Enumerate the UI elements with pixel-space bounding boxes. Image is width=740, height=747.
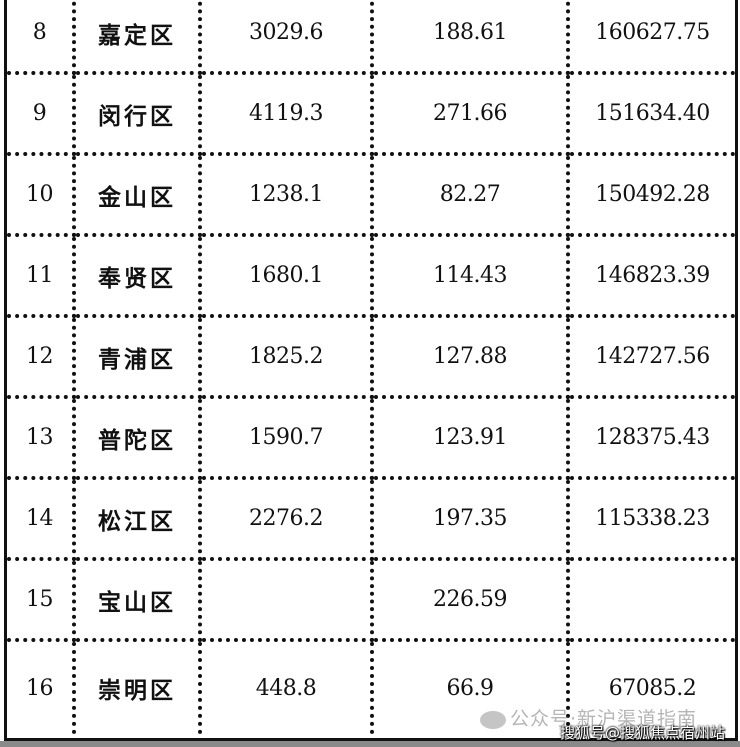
value-cell-5: 150492.28 (568, 154, 735, 237)
table-row: 16 崇明区 448.8 66.9 67085.2 (7, 640, 735, 734)
value-cell-3 (200, 559, 374, 642)
wechat-watermark-text: 公众号·新沪渠道指南 (510, 708, 698, 730)
rank-cell: 16 (7, 640, 76, 734)
rank-cell: 9 (7, 73, 76, 156)
value-cell-4: 82.27 (372, 154, 570, 237)
rank-cell: 14 (7, 478, 76, 561)
district-cell: 宝山区 (74, 559, 202, 642)
table-row: 11 奉贤区 1680.1 114.43 146823.39 (7, 235, 735, 318)
table-row: 8 嘉定区 3029.6 188.61 160627.75 (7, 0, 735, 75)
value-cell-4: 114.43 (372, 235, 570, 318)
district-cell: 青浦区 (74, 316, 202, 399)
value-cell-5: 67085.2 (608, 675, 697, 701)
value-cell-3: 3029.6 (200, 0, 374, 75)
table-row: 12 青浦区 1825.2 127.88 142727.56 (7, 316, 735, 399)
bottom-edge (0, 741, 740, 747)
value-cell-4: 271.66 (372, 73, 570, 156)
value-cell-4: 127.88 (372, 316, 570, 399)
value-cell-5: 115338.23 (568, 478, 735, 561)
value-cell-5: 146823.39 (568, 235, 735, 318)
rank-cell: 13 (7, 397, 76, 480)
district-cell: 金山区 (74, 154, 202, 237)
district-cell: 崇明区 (74, 640, 202, 734)
table-frame (4, 0, 738, 741)
rank-cell: 15 (7, 559, 76, 642)
rank-cell: 8 (7, 0, 76, 75)
value-cell-3: 4119.3 (200, 73, 374, 156)
table-row: 9 闵行区 4119.3 271.66 151634.40 (7, 73, 735, 156)
sohu-watermark: 搜狐号@搜狐焦点宿州站 (560, 724, 726, 742)
district-cell: 普陀区 (74, 397, 202, 480)
value-cell-4: 188.61 (372, 0, 570, 75)
value-cell-3: 448.8 (200, 640, 374, 734)
rank-cell: 11 (7, 235, 76, 318)
value-cell-4: 226.59 (372, 559, 570, 642)
value-cell-5: 142727.56 (568, 316, 735, 399)
value-cell-3: 1825.2 (200, 316, 374, 399)
district-cell: 松江区 (74, 478, 202, 561)
value-cell-5: 160627.75 (568, 0, 735, 75)
district-cell: 奉贤区 (74, 235, 202, 318)
wechat-watermark: 公众号·新沪渠道指南 (480, 704, 697, 731)
value-cell-4: 123.91 (372, 397, 570, 480)
value-cell-3: 1238.1 (200, 154, 374, 237)
district-cell: 闵行区 (74, 73, 202, 156)
value-cell-4: 197.35 (372, 478, 570, 561)
value-cell-4: 66.9 (372, 640, 570, 734)
district-table: 8 嘉定区 3029.6 188.61 160627.75 9 闵行区 4119.3 271.6… (7, 0, 735, 734)
table-row: 14 松江区 2276.2 197.35 115338.23 (7, 478, 735, 561)
value-cell-3: 2276.2 (200, 478, 374, 561)
value-cell-5: 128375.43 (568, 397, 735, 480)
rank-cell: 12 (7, 316, 76, 399)
table-row: 10 金山区 1238.1 82.27 150492.28 (7, 154, 735, 237)
district-cell: 嘉定区 (74, 0, 202, 75)
rank-cell: 10 (7, 154, 76, 237)
wechat-icon (480, 710, 506, 729)
value-cell-3: 1590.7 (200, 397, 374, 480)
value-cell-5: 151634.40 (568, 73, 735, 156)
table-row: 15 宝山区 226.59 (7, 559, 735, 642)
value-cell-3: 1680.1 (200, 235, 374, 318)
value-cell-5 (568, 559, 735, 642)
table-row: 13 普陀区 1590.7 123.91 128375.43 (7, 397, 735, 480)
